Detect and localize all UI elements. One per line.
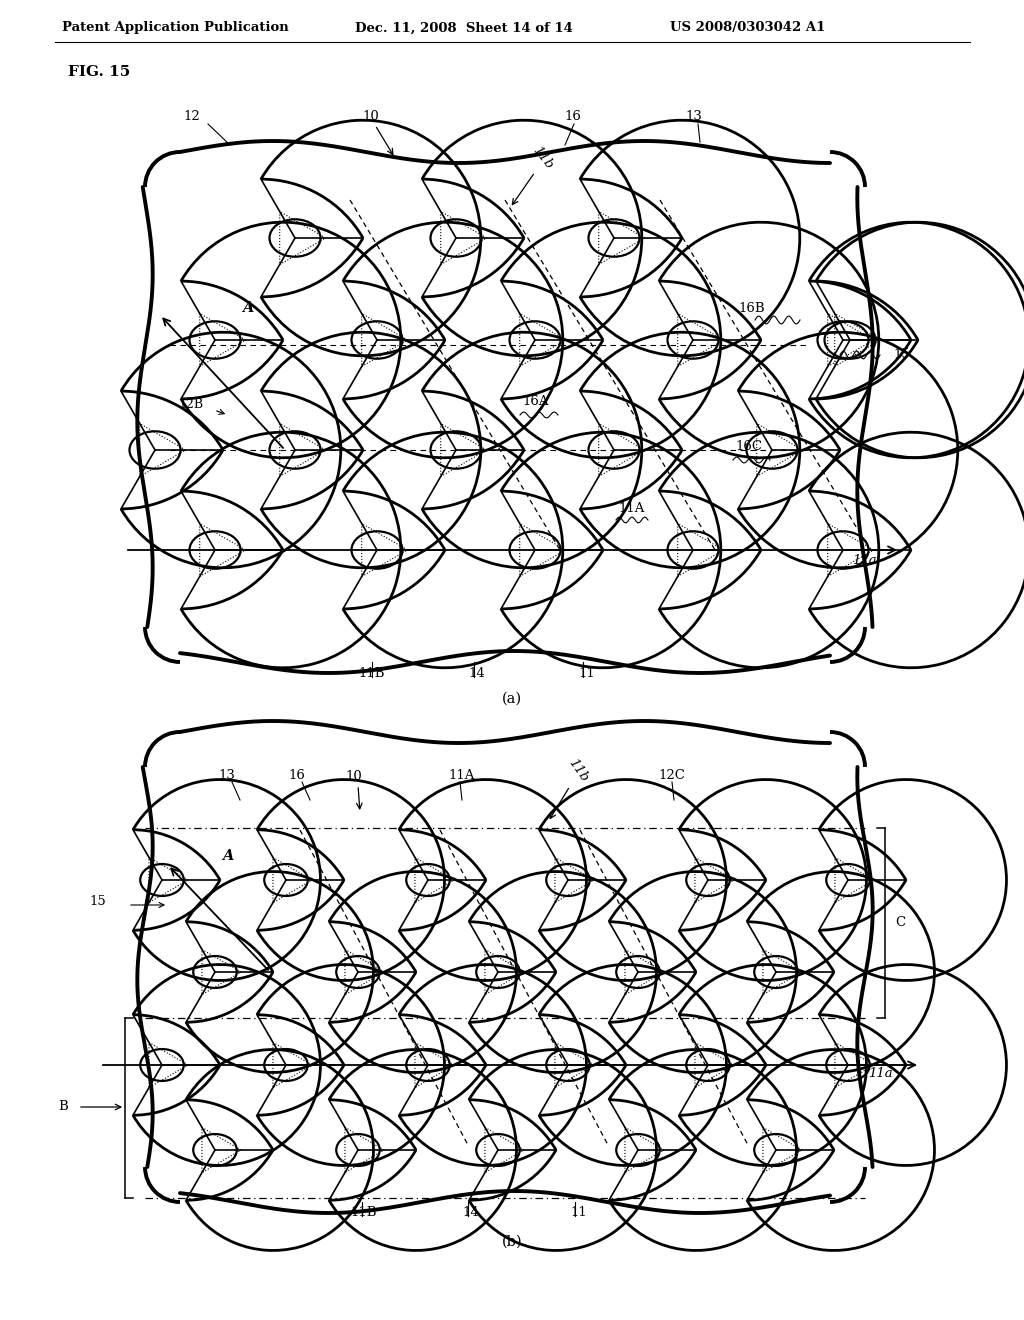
Text: 16: 16 [288,770,305,781]
Text: 14: 14 [468,667,484,680]
Text: 11: 11 [578,667,595,680]
Text: 16B: 16B [738,302,765,315]
Text: 11a: 11a [852,554,877,568]
Text: 11: 11 [570,1206,587,1218]
Text: US 2008/0303042 A1: US 2008/0303042 A1 [670,21,825,34]
Text: 16: 16 [564,110,581,123]
Text: 11A: 11A [449,770,474,781]
Text: 12: 12 [183,110,200,123]
Text: 11B: 11B [358,667,384,680]
Text: 16C: 16C [735,440,762,453]
Text: 15: 15 [90,895,106,908]
Text: A: A [222,849,233,863]
Text: 11b: 11b [566,756,591,784]
Text: 10: 10 [345,770,361,783]
Text: 13: 13 [685,110,701,123]
Text: 12B: 12B [178,399,203,411]
Text: 13: 13 [218,770,234,781]
Text: 11a: 11a [868,1067,893,1080]
Text: 16A: 16A [522,395,549,408]
Text: Patent Application Publication: Patent Application Publication [62,21,289,34]
Text: B: B [58,1101,68,1114]
Text: (a): (a) [502,692,522,706]
Text: 15: 15 [893,348,909,362]
Text: (b): (b) [502,1236,522,1249]
Text: 12C: 12C [658,770,685,781]
Text: Dec. 11, 2008  Sheet 14 of 14: Dec. 11, 2008 Sheet 14 of 14 [355,21,572,34]
Text: 11A: 11A [618,502,644,515]
Text: A: A [242,301,253,315]
Text: 14: 14 [462,1206,479,1218]
Text: C: C [895,916,905,929]
Text: 11B: 11B [350,1206,377,1218]
Text: 11b: 11b [530,144,556,172]
Text: FIG. 15: FIG. 15 [68,65,130,79]
Text: 10: 10 [362,110,379,123]
